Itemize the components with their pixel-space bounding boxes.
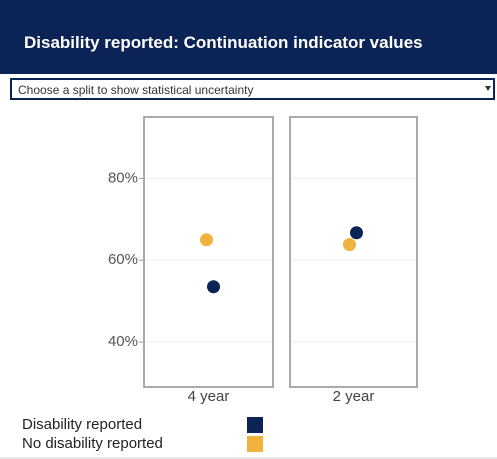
y-tick-label: 40% (108, 333, 138, 350)
legend-swatch (247, 436, 263, 452)
legend-label: Disability reported (22, 416, 142, 433)
header: Disability reported: Continuation indica… (0, 0, 497, 74)
dropdown[interactable]: Choose a split to show statistical uncer… (10, 78, 495, 100)
point (343, 238, 356, 252)
legend-label: No disability reported (22, 435, 163, 452)
y-tick-label: 60% (108, 251, 138, 268)
point (200, 233, 213, 247)
x-tick-label: 2 year (333, 388, 375, 405)
x-tick-label: 4 year (188, 388, 230, 405)
point (350, 226, 363, 240)
point (207, 280, 220, 294)
y-tick-label: 80% (108, 169, 138, 186)
legend-swatch (247, 417, 263, 433)
dropdown-placeholder: Choose a split to show statistical uncer… (18, 83, 254, 97)
dropdown-arrow (485, 86, 491, 91)
panel (143, 116, 274, 388)
header-title: Disability reported: Continuation indica… (24, 33, 423, 52)
panel (289, 116, 418, 388)
